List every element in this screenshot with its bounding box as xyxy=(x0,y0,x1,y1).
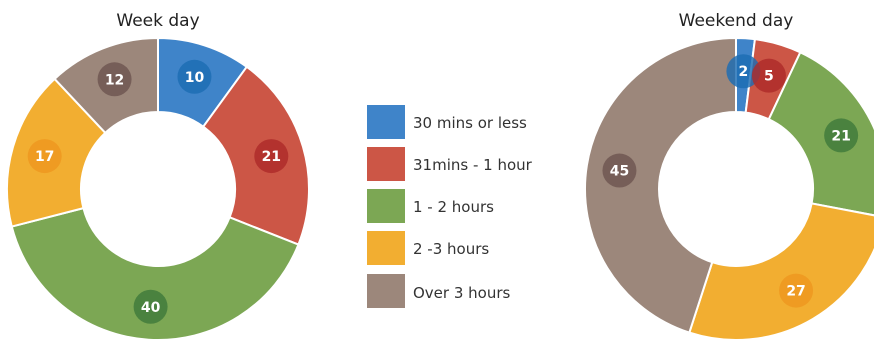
weekend-slice-1-2-hours xyxy=(767,51,874,217)
weekend-value-label-over-3-hours: 45 xyxy=(602,153,637,188)
weekday-value-badge-30-mins-or-less xyxy=(177,59,212,94)
weekend-value-label-31mins-1-hour: 5 xyxy=(751,58,786,93)
legend-swatch-31mins-1-hour xyxy=(367,147,405,181)
weekend-value-badge-31mins-1-hour xyxy=(751,58,786,93)
weekday-value-text-30-mins-or-less: 10 xyxy=(185,70,205,86)
legend-label-30-mins-or-less: 30 mins or less xyxy=(413,114,527,132)
weekend-value-label-30-mins-or-less: 2 xyxy=(726,54,761,89)
weekday-value-label-2-3-hours: 17 xyxy=(27,139,62,174)
weekend-value-label-1-2-hours: 21 xyxy=(824,118,859,153)
legend-swatch-2-3-hours xyxy=(367,231,405,265)
legend: 30 mins or less 31mins - 1 hour 1 - 2 ho… xyxy=(367,105,533,308)
weekday-value-text-2-3-hours: 17 xyxy=(35,149,54,165)
legend-swatch-1-2-hours xyxy=(367,189,405,223)
weekend-chart-title: Weekend day xyxy=(679,11,794,31)
weekday-value-badge-31mins-1-hour xyxy=(254,139,289,174)
weekend-value-badge-30-mins-or-less xyxy=(726,54,761,89)
weekend-slice-over-3-hours xyxy=(584,36,737,334)
weekend-value-text-2-3-hours: 27 xyxy=(786,284,805,300)
weekday-value-label-31mins-1-hour: 21 xyxy=(254,139,289,174)
weekday-value-label-over-3-hours: 12 xyxy=(97,62,132,97)
weekend-slice-2-3-hours xyxy=(688,202,874,340)
legend-label-1-2-hours: 1 - 2 hours xyxy=(413,198,494,216)
weekend-donut-chart: Weekend day 2 5 21 27 45 xyxy=(584,11,874,340)
weekday-value-text-over-3-hours: 12 xyxy=(105,72,124,88)
legend-swatch-over-3-hours xyxy=(367,274,405,308)
weekend-value-label-2-3-hours: 27 xyxy=(779,273,814,308)
legend-label-over-3-hours: Over 3 hours xyxy=(413,284,511,302)
weekday-value-labels: 10 21 40 17 12 xyxy=(27,59,289,324)
weekend-value-text-over-3-hours: 45 xyxy=(610,164,629,180)
weekend-value-labels: 2 5 21 27 45 xyxy=(602,54,859,308)
weekday-value-label-30-mins-or-less: 10 xyxy=(177,59,212,94)
weekend-value-text-1-2-hours: 21 xyxy=(831,128,850,144)
legend-label-2-3-hours: 2 -3 hours xyxy=(413,240,489,258)
legend-swatch-30-mins-or-less xyxy=(367,105,405,139)
weekend-value-badge-1-2-hours xyxy=(824,118,859,153)
legend-label-31mins-1-hour: 31mins - 1 hour xyxy=(413,156,533,174)
weekday-value-text-31mins-1-hour: 21 xyxy=(262,149,281,165)
weekday-value-label-1-2-hours: 40 xyxy=(133,289,168,324)
weekday-chart-title: Week day xyxy=(116,11,199,31)
weekday-value-badge-2-3-hours xyxy=(27,139,62,174)
weekend-value-badge-over-3-hours xyxy=(602,153,637,188)
weekday-donut-chart: Week day 10 21 40 17 12 xyxy=(6,11,310,340)
weekday-value-badge-1-2-hours xyxy=(133,289,168,324)
weekday-value-text-1-2-hours: 40 xyxy=(141,300,161,316)
weekday-value-badge-over-3-hours xyxy=(97,62,132,97)
weekend-value-text-30-mins-or-less: 2 xyxy=(739,64,749,80)
weekend-value-badge-2-3-hours xyxy=(779,273,814,308)
weekend-value-text-31mins-1-hour: 5 xyxy=(764,69,774,85)
weekday-slice-1-2-hours xyxy=(10,206,300,340)
weekend-slices xyxy=(584,36,874,340)
